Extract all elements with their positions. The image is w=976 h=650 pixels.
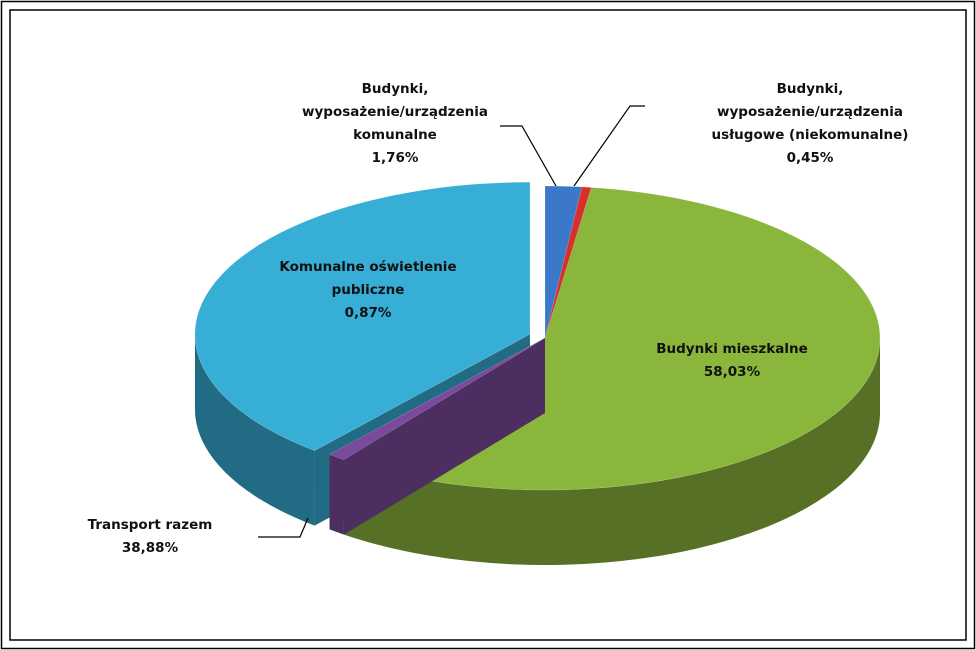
category-label: Budynki, wyposażenie/urządzenia usługowe… <box>711 81 909 143</box>
category-label: Budynki mieszkalne <box>656 341 808 357</box>
slice-wall <box>329 338 545 530</box>
category-label: Komunalne oświetlenie publiczne <box>279 259 457 298</box>
leader-line <box>258 517 309 538</box>
slice-label: Budynki, wyposażenie/urządzenia komunaln… <box>275 78 515 170</box>
slice <box>328 337 546 460</box>
slice <box>544 185 583 339</box>
value-label: 38,88% <box>121 540 179 556</box>
slice-label: Transport razem 38,88% <box>30 514 270 560</box>
slice-side <box>194 334 315 526</box>
value-label: 58,03% <box>703 364 761 380</box>
category-label: Transport razem <box>87 517 213 533</box>
pie <box>194 181 881 566</box>
inner-frame <box>9 9 967 641</box>
slice-label: Budynki, wyposażenie/urządzenia usługowe… <box>690 78 930 170</box>
value-label: 1,76% <box>371 150 419 166</box>
leader-line <box>500 125 557 187</box>
value-label: 0,87% <box>344 305 392 321</box>
slice <box>194 181 531 451</box>
leader-line <box>573 105 645 187</box>
slice-label: Komunalne oświetlenie publiczne 0,87% <box>268 256 468 325</box>
slice-side <box>343 338 880 566</box>
slice-side <box>329 454 344 535</box>
slice-label: Budynki mieszkalne 58,03% <box>612 338 852 384</box>
slice <box>544 186 592 339</box>
category-label: Budynki, wyposażenie/urządzenia komunaln… <box>302 81 488 143</box>
value-label: 0,45% <box>786 150 834 166</box>
